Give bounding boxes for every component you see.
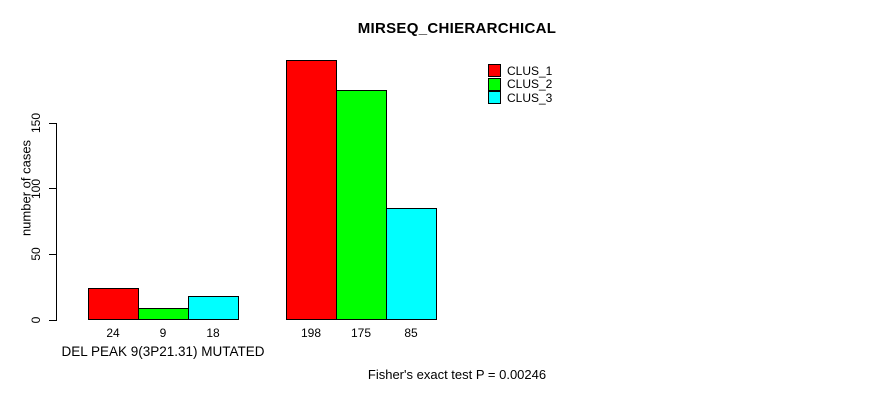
legend-swatch-clus_1	[488, 64, 501, 77]
y-axis-tick-label: 100	[29, 178, 43, 199]
bar-value-label: 18	[206, 326, 220, 340]
legend-swatch-clus_2	[488, 77, 501, 91]
x-axis-group-label: DEL PEAK 9(3P21.31) MUTATED	[61, 344, 265, 359]
legend-item-clus_3: CLUS_3	[488, 90, 553, 105]
bar-value-label: 24	[106, 326, 120, 340]
legend-label: CLUS_3	[507, 90, 553, 105]
y-axis-tick	[49, 122, 56, 124]
legend-item-clus_2: CLUS_2	[488, 77, 553, 91]
y-axis-tick	[49, 188, 56, 190]
y-axis-tick	[49, 253, 56, 256]
y-axis-line	[56, 123, 58, 321]
bar-clus_1-group1	[88, 288, 139, 320]
bar-value-label: 198	[300, 326, 322, 340]
statistical-test-annotation: Fisher's exact test P = 0.00246	[367, 367, 547, 382]
bar-clus_1-group2	[286, 59, 337, 320]
bar-clus_3-group1	[188, 296, 239, 320]
y-axis-tick-label: 50	[29, 247, 43, 262]
legend: CLUS_1 CLUS_2 CLUS_3	[488, 64, 552, 105]
bar-clus_2-group2	[336, 90, 387, 320]
bar-value-label: 85	[404, 326, 418, 340]
bar-value-label: 9	[159, 326, 167, 340]
y-axis-tick	[49, 319, 56, 321]
legend-label: CLUS_2	[507, 77, 553, 91]
legend-swatch-clus_3	[488, 91, 501, 104]
y-axis-tick-label: 0	[29, 316, 43, 324]
bar-clus_3-group2	[386, 208, 437, 320]
chart-title: MIRSEQ_CHIERARCHICAL	[357, 20, 557, 37]
y-axis-tick-label: 150	[29, 112, 43, 134]
legend-label: CLUS_1	[507, 63, 553, 78]
bar-value-label: 175	[350, 326, 372, 340]
legend-item-clus_1: CLUS_1	[488, 63, 553, 78]
bar-clus_2-group1	[138, 308, 189, 320]
